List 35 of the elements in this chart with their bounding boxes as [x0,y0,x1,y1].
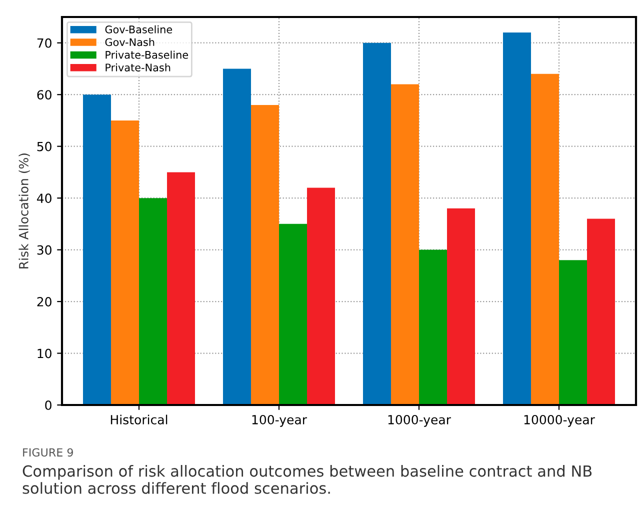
bar [83,94,111,405]
bar [587,218,615,405]
bar [307,188,335,405]
y-axis-title: Risk Allocation (%) [18,154,30,268]
x-tick-label: Historical [110,414,168,424]
y-tick-label: 30 [37,245,52,255]
legend-label: Private-Baseline [106,50,188,59]
caption: FIGURE 9 [23,448,73,457]
bar [391,84,419,405]
y-tick-label: 50 [37,142,52,152]
legend-label: Private-Nash [106,63,170,72]
y-tick-label: 40 [36,194,52,203]
bar [139,198,167,405]
bar [279,224,307,405]
y-tick-label: 20 [37,297,52,306]
bar [419,250,447,405]
bar [111,120,139,405]
bar [559,260,587,405]
bar [363,42,391,405]
legend-label: Gov-Baseline [105,25,172,34]
bar [251,104,279,405]
bar [503,32,531,405]
bar [223,68,251,405]
bar [447,208,475,405]
bar [531,74,559,405]
text: Comparison of risk allocation outcomes between baseline contract and NB solution across different flood scenarios. [22,465,592,494]
x-tick-label: 10000-year [524,414,595,427]
y-tick-label: 10 [38,348,52,358]
y-tick-label: 0 [45,400,52,410]
legend-label: Gov-Nash [105,38,154,46]
x-tick-label: 1000-year [388,414,451,427]
bar [167,172,195,405]
x-tick-label: 100-year [252,414,308,427]
y-tick-label: 70 [37,38,52,48]
y-tick-label: 60 [37,90,52,100]
